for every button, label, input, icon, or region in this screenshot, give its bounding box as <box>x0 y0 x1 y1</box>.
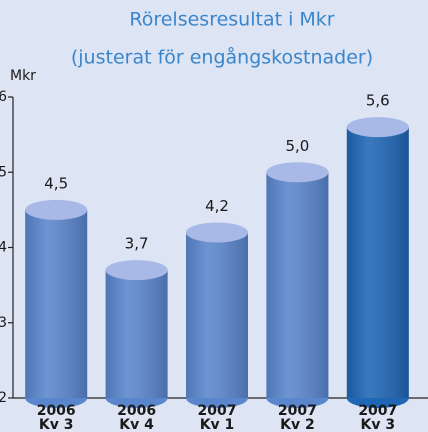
value-label: 5,6 <box>366 92 390 110</box>
y-tick-label: 5 <box>0 164 7 180</box>
value-label: 4,2 <box>205 197 229 215</box>
bar-top <box>346 117 409 138</box>
bar-shade <box>266 172 329 398</box>
y-tick-label: 2 <box>0 390 7 406</box>
x-tick-label: Kv 1 <box>200 417 235 432</box>
value-label: 3,7 <box>125 235 149 253</box>
x-tick-label: 2007 <box>358 403 397 419</box>
bar-shade <box>186 232 248 398</box>
bar-top <box>25 199 88 220</box>
y-tick-label: 6 <box>0 89 7 105</box>
bar-shade <box>346 127 409 398</box>
x-tick-label: 2006 <box>37 403 76 419</box>
bar-shade <box>105 270 168 398</box>
chart-subtitle: (justerat för engångskostnader) <box>71 46 373 69</box>
y-tick-label: 3 <box>0 315 7 331</box>
x-tick-label: Kv 3 <box>39 417 74 432</box>
bar-top <box>105 260 168 281</box>
x-tick-label: 2007 <box>278 403 317 419</box>
x-tick-label: Kv 2 <box>280 417 315 432</box>
x-tick-label: 2007 <box>198 403 237 419</box>
y-tick-label: 4 <box>0 240 7 256</box>
x-tick-label: 2006 <box>117 403 156 419</box>
bar-top <box>186 222 248 243</box>
value-label: 5,0 <box>285 137 309 155</box>
chart-title: Rörelsesresultat i Mkr <box>129 9 334 31</box>
x-tick-label: Kv 4 <box>119 417 154 432</box>
x-tick-label: Kv 3 <box>361 417 396 432</box>
y-axis-label: Mkr <box>10 68 36 84</box>
bar-shade <box>25 209 88 398</box>
bar-top <box>266 162 329 183</box>
value-label: 4,5 <box>44 174 68 192</box>
